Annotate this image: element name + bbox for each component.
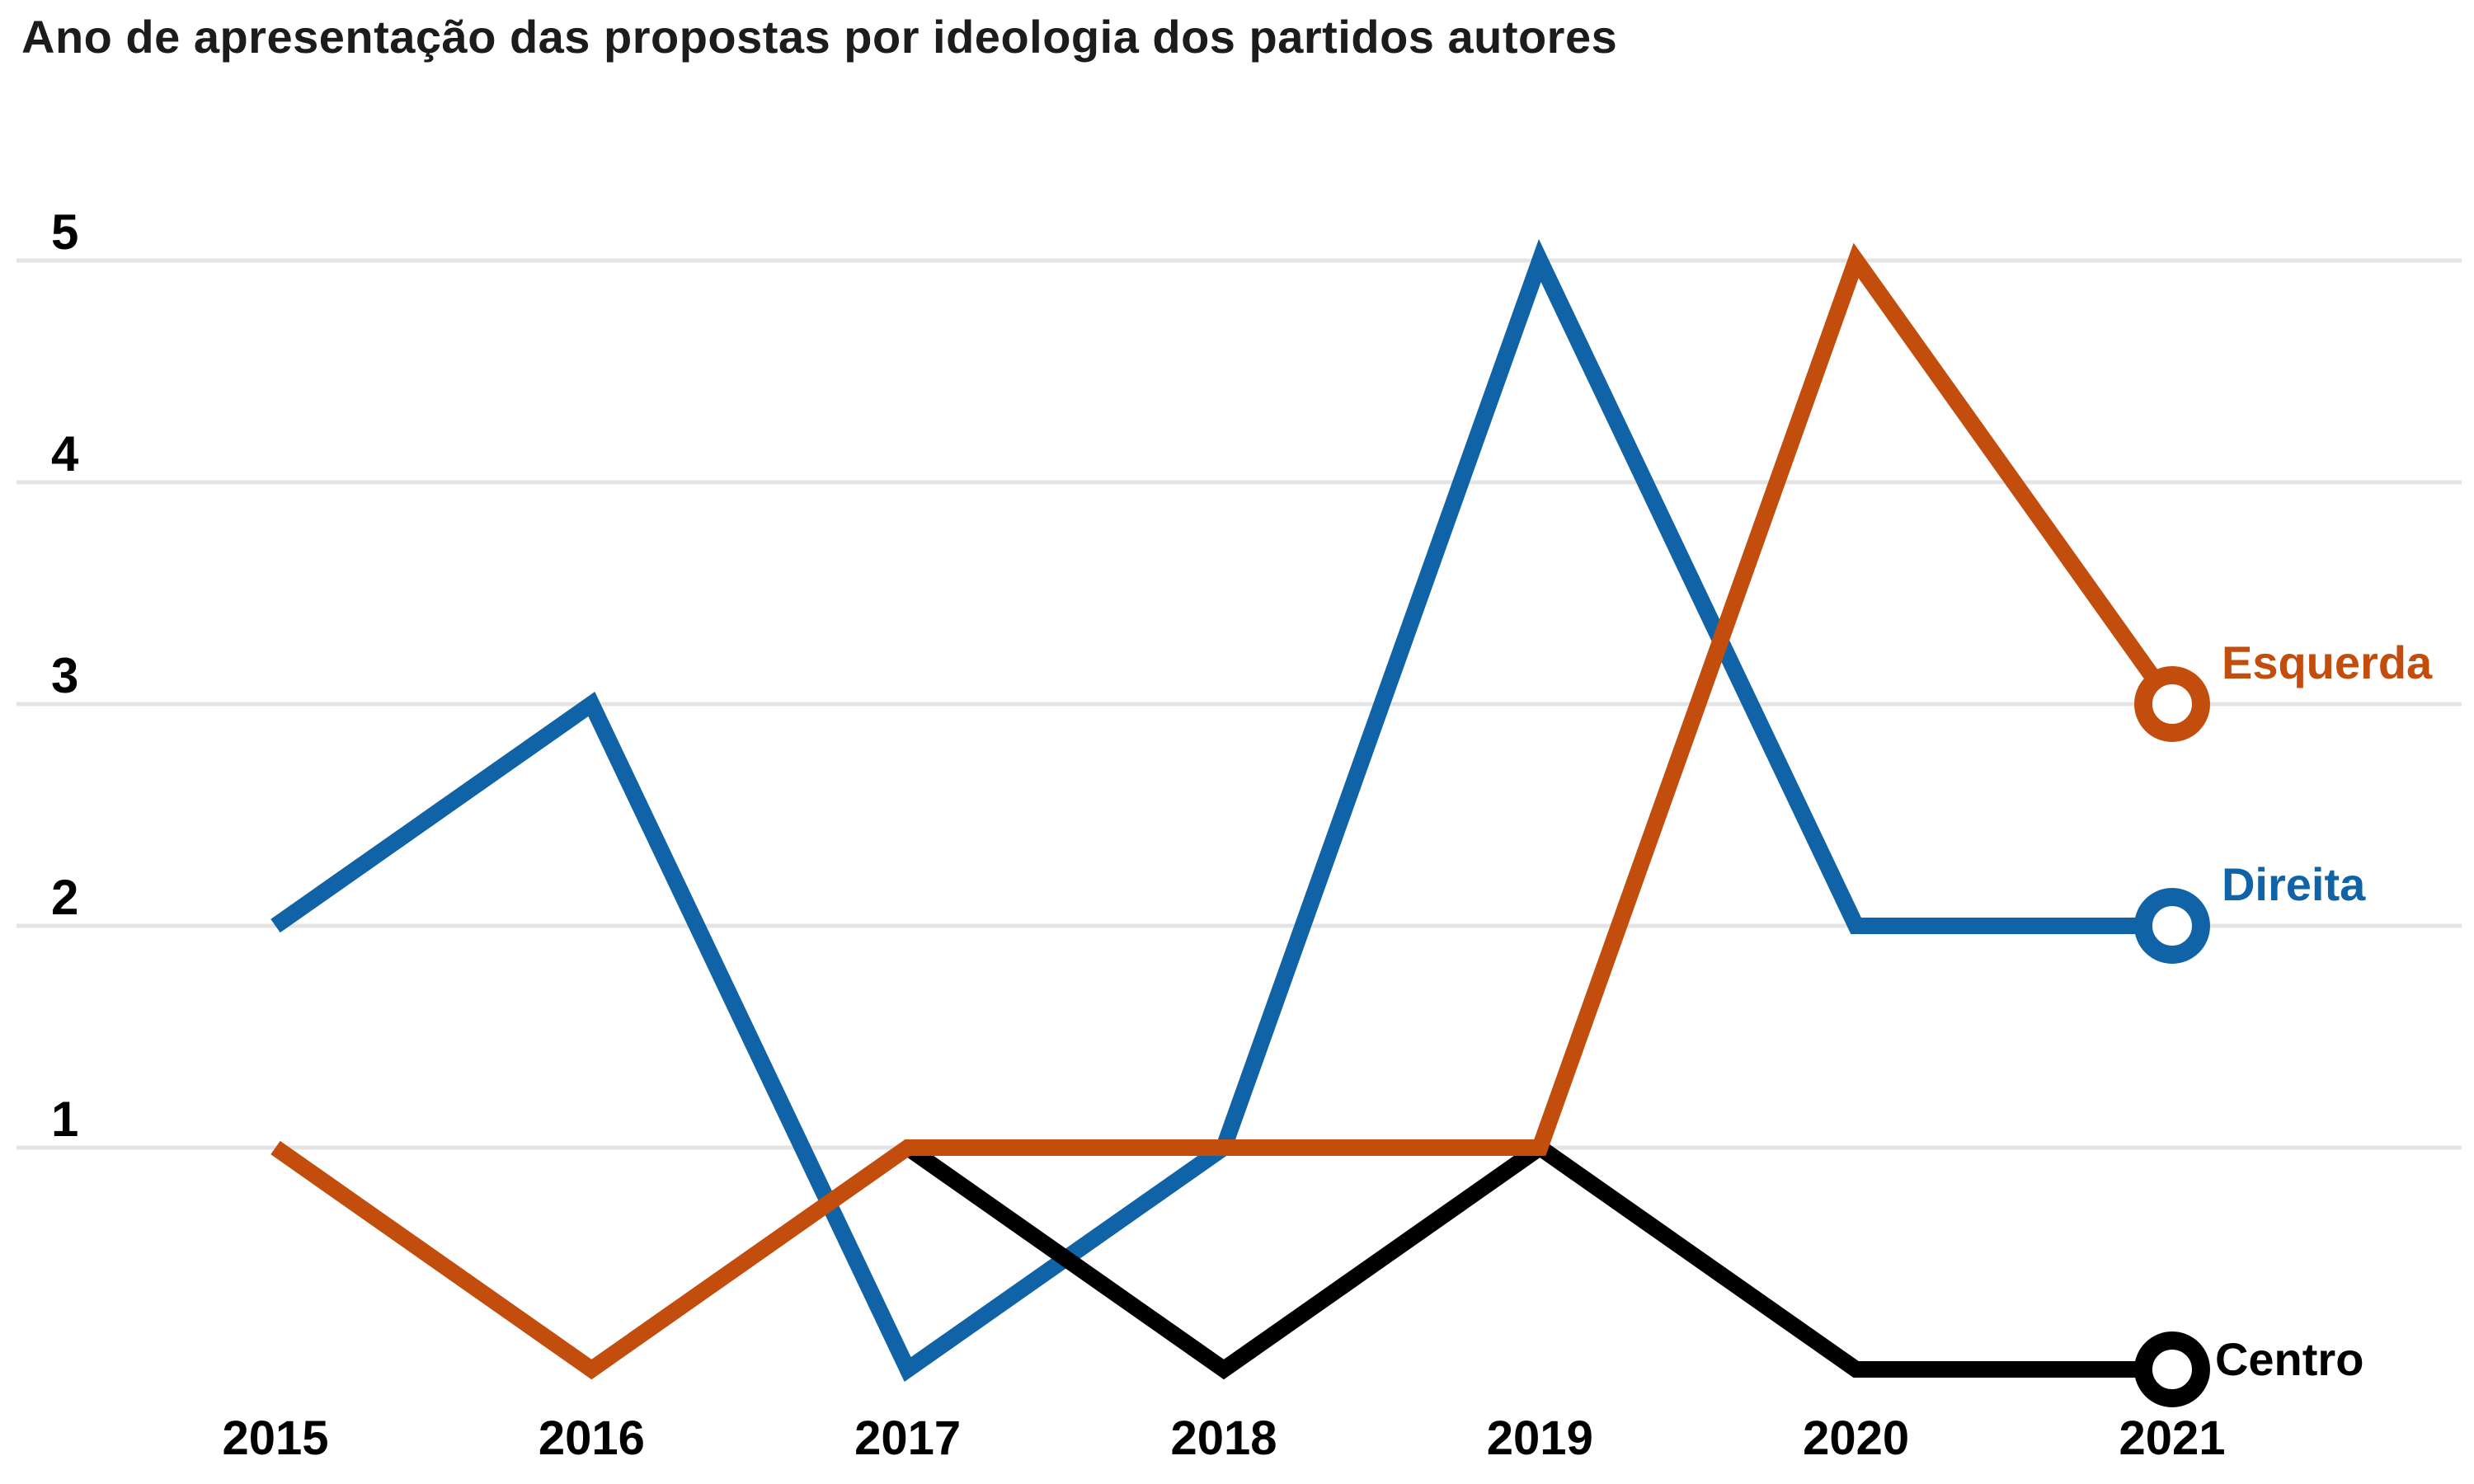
x-tick-label-2020: 2020 [1803,1411,1910,1465]
series-line-direita [270,238,2172,1382]
end-marker-direita [2133,888,2210,964]
y-tick-label-4: 4 [51,426,79,481]
x-tick-label-2021: 2021 [2119,1411,2226,1465]
x-tick-label-2018: 2018 [1170,1411,1277,1465]
chart-title: Ano de apresentação das propostas por id… [21,11,1618,63]
series-label-direita: Direita [2221,858,2366,910]
x-tick-label-2015: 2015 [222,1411,329,1465]
x-tick-label-2017: 2017 [854,1411,962,1465]
end-marker-esquerda [2133,666,2210,742]
y-tick-label-5: 5 [51,204,79,260]
series-label-esquerda: Esquerda [2221,636,2433,688]
series-line-esquerda [270,242,2180,1380]
y-tick-label-2: 2 [51,870,79,925]
y-tick-label-3: 3 [51,648,79,703]
y-tick-label-1: 1 [51,1092,79,1147]
x-tick-label-2016: 2016 [538,1411,645,1465]
end-marker-centro [2133,1331,2210,1407]
series-line-centro [902,1137,2172,1380]
x-tick-label-2019: 2019 [1486,1411,1593,1465]
series-label-centro: Centro [2214,1333,2364,1385]
